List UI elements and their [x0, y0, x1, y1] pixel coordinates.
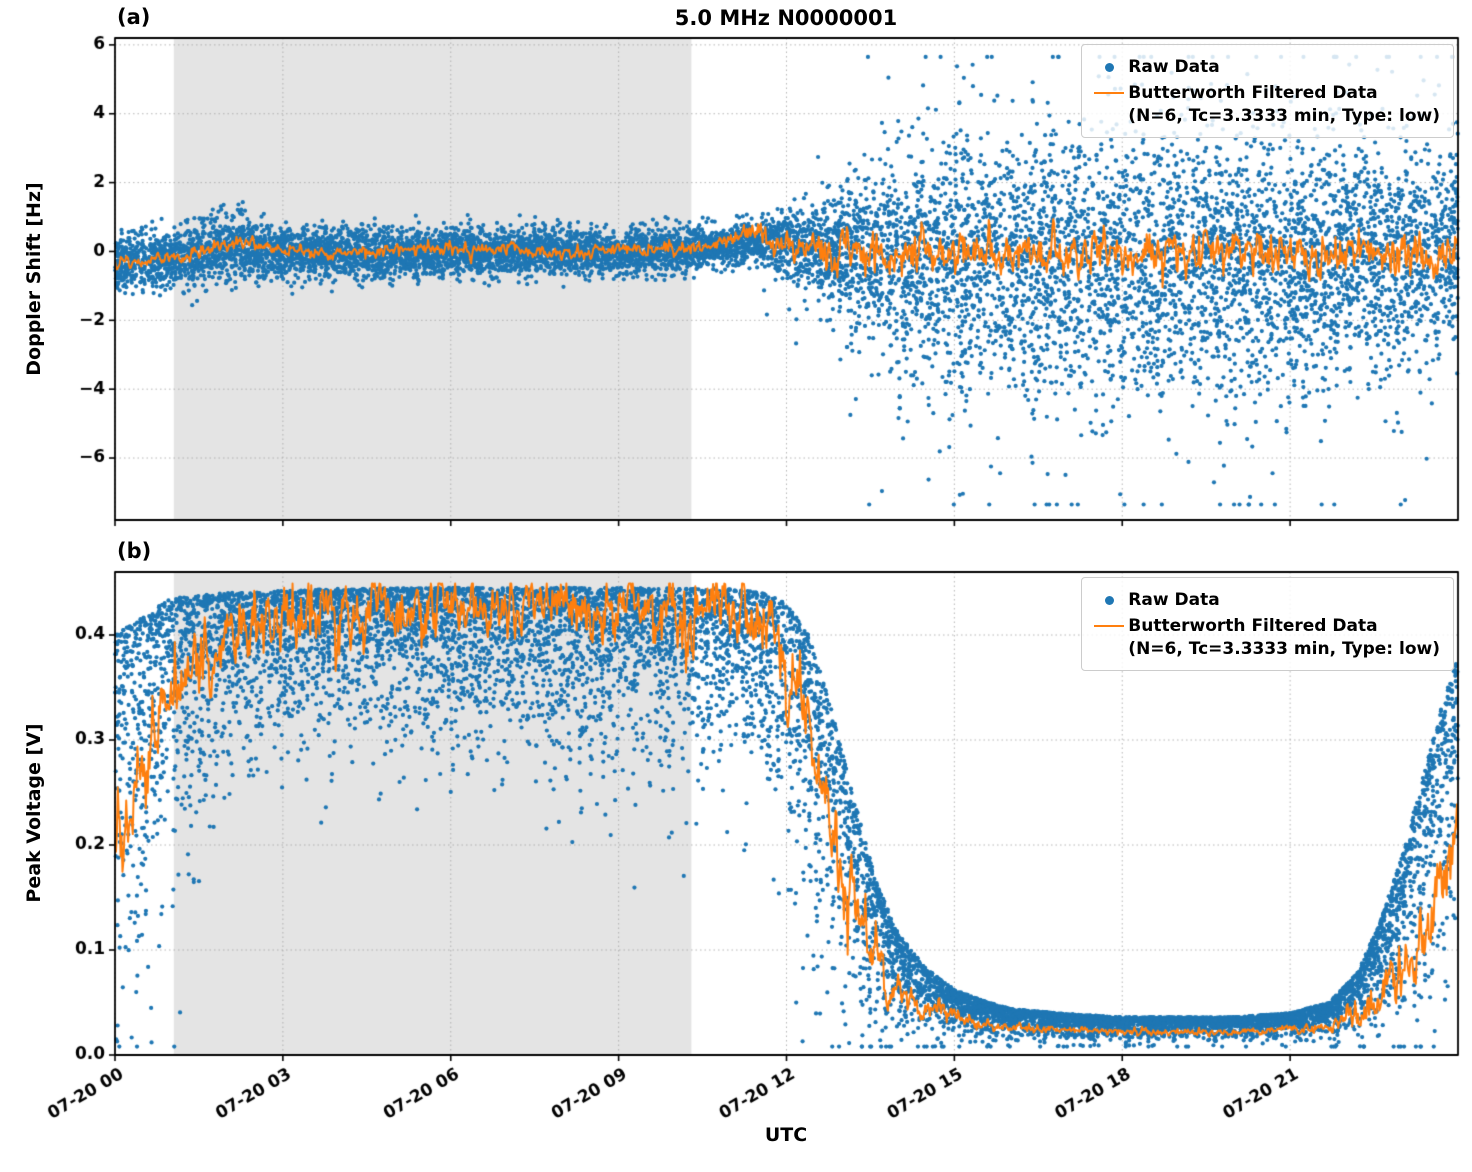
legend-row-filtered: Butterworth Filtered Data: [1090, 613, 1440, 639]
filtered-data-marker: [1094, 92, 1125, 94]
legend-row-raw: Raw Data: [1090, 54, 1440, 80]
legend-row-filtered: Butterworth Filtered Data: [1090, 80, 1440, 106]
panel-b-label: (b): [117, 539, 152, 563]
legend-filtered-sublabel: (N=6, Tc=3.3333 min, Type: low): [1128, 639, 1440, 659]
x-axis-label: UTC: [764, 1124, 808, 1146]
legend-row-filtered-params: (N=6, Tc=3.3333 min, Type: low): [1090, 103, 1440, 129]
y-axis-label-doppler: Doppler Shift [Hz]: [23, 182, 45, 376]
legend-panel-a: Raw Data Butterworth Filtered Data (N=6,…: [1081, 44, 1454, 138]
chart-title: 5.0 MHz N0000001: [674, 6, 898, 30]
legend-filtered-sublabel: (N=6, Tc=3.3333 min, Type: low): [1128, 106, 1440, 126]
legend-filtered-label: Butterworth Filtered Data: [1128, 83, 1378, 103]
legend-raw-label: Raw Data: [1128, 590, 1220, 610]
legend-filtered-label: Butterworth Filtered Data: [1128, 616, 1378, 636]
legend-row-raw: Raw Data: [1090, 587, 1440, 613]
legend-row-filtered-params: (N=6, Tc=3.3333 min, Type: low): [1090, 636, 1440, 662]
y-axis-label-voltage: Peak Voltage [V]: [23, 723, 45, 903]
raw-data-marker: [1104, 595, 1114, 605]
filtered-data-marker: [1094, 625, 1125, 627]
panel-a-label: (a): [117, 5, 151, 29]
raw-data-marker: [1104, 62, 1114, 72]
legend-panel-b: Raw Data Butterworth Filtered Data (N=6,…: [1081, 577, 1454, 671]
legend-raw-label: Raw Data: [1128, 57, 1220, 77]
